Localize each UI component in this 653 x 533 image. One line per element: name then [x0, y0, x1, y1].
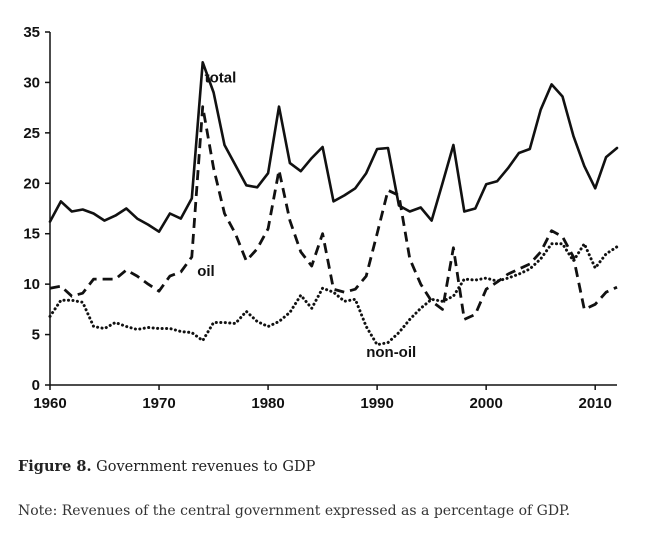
y-tick-label: 15 [23, 226, 40, 243]
series-line-oil [49, 105, 618, 321]
x-tick-label: 1960 [33, 395, 66, 412]
y-tick-label: 5 [32, 327, 40, 344]
y-tick-label: 25 [23, 125, 40, 142]
series-label-non-oil: non-oil [366, 344, 416, 361]
x-tick-label: 2010 [579, 395, 612, 412]
y-tick-label: 0 [32, 377, 40, 394]
series-label-oil: oil [197, 263, 215, 280]
line-chart: 0 5 10 15 20 25 30 35 1960 1970 1980 1990 2000 2010 t… [23, 24, 619, 412]
y-tick-label: 30 [23, 74, 40, 91]
chart-series [48, 61, 619, 347]
series-label-total: total [205, 69, 237, 86]
chart-annotations: total oil non-oil [197, 69, 416, 360]
figure-number: Figure 8. [18, 458, 92, 475]
chart-axes: 0 5 10 15 20 25 30 35 1960 1970 1980 1990 2000 2010 [23, 24, 617, 412]
x-tick-label: 1980 [251, 395, 284, 412]
y-tick-label: 10 [23, 276, 40, 293]
figure-caption: Figure 8. Government revenues to GDP [18, 458, 315, 475]
x-tick-label: 1990 [360, 395, 393, 412]
series-line-non-oil [48, 242, 619, 347]
x-tick-label: 1970 [142, 395, 175, 412]
x-tick-label: 2000 [469, 395, 502, 412]
y-tick-label: 20 [23, 175, 40, 192]
figure-title: Government revenues to GDP [91, 459, 316, 475]
figure-note: Note: Revenues of the central government… [18, 503, 571, 519]
y-tick-label: 35 [23, 24, 40, 41]
series-line-total [48, 61, 619, 233]
